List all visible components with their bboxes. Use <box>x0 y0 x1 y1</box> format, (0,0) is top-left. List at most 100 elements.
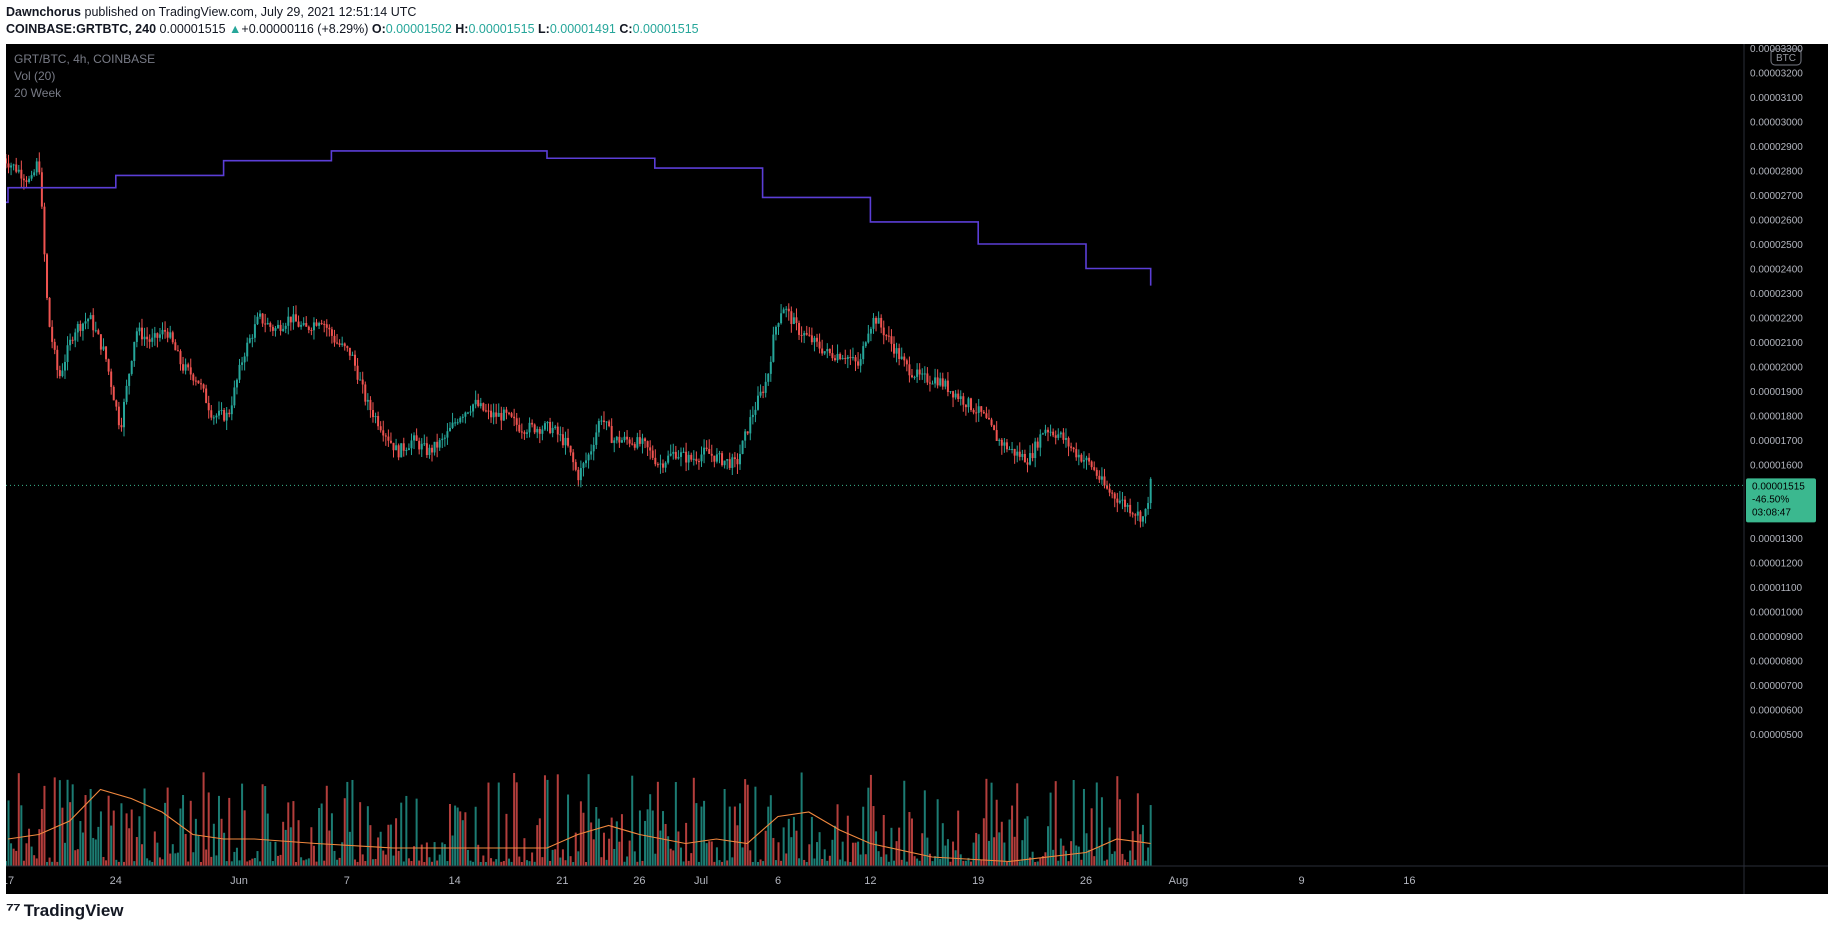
volume-bar <box>210 856 213 866</box>
volume-bar <box>831 839 834 866</box>
candle-body <box>805 333 808 335</box>
volume-bar <box>38 829 41 866</box>
volume-bar <box>556 774 559 866</box>
volume-bar <box>569 856 572 866</box>
volume-bar <box>1136 793 1139 866</box>
candle-body <box>833 358 836 361</box>
volume-bar <box>918 860 921 866</box>
candle-body <box>1072 447 1075 450</box>
footer-brand[interactable]: ⁷⁷ TradingView <box>6 900 124 922</box>
volume-bar <box>731 857 734 866</box>
candle-body <box>795 317 798 323</box>
candle-body <box>718 453 721 455</box>
price-tick-label: 0.00002800 <box>1750 167 1803 178</box>
volume-bar <box>785 853 788 866</box>
volume-bar <box>102 856 105 866</box>
candle-body <box>446 431 449 438</box>
volume-bar <box>790 837 793 866</box>
candle-body <box>549 421 552 434</box>
candle-body <box>238 364 241 380</box>
chart-panel[interactable]: 0.00003300 0.00003200 0.00003100 0.00003000… <box>6 44 1828 894</box>
volume-bar <box>282 821 285 866</box>
volume-bar <box>531 852 534 866</box>
volume-bar <box>890 827 893 866</box>
volume-bar <box>289 827 292 866</box>
volume-bar <box>472 861 475 866</box>
volume-bar <box>554 849 557 866</box>
candle-body <box>649 447 652 451</box>
candle-body <box>744 431 747 441</box>
volume-bar <box>587 774 590 866</box>
candle-body <box>559 434 562 436</box>
volume-bar <box>151 861 154 866</box>
candle-body <box>1011 448 1014 450</box>
volume-bar <box>246 861 249 866</box>
candle-body <box>212 417 215 419</box>
volume-bar <box>669 848 672 866</box>
volume-bar <box>10 843 13 866</box>
volume-bar <box>202 772 205 866</box>
price-tick-label: 0.00000700 <box>1750 681 1803 692</box>
legend-ma[interactable]: 20 Week <box>14 86 62 100</box>
candle-body <box>785 308 788 310</box>
candle-body <box>294 314 297 322</box>
volume-bar <box>369 825 372 866</box>
volume-bar <box>192 852 195 866</box>
published-text: published on TradingView.com, July 29, 2… <box>84 5 417 19</box>
volume-bar <box>217 795 220 866</box>
legend-volume[interactable]: Vol (20) <box>14 69 55 83</box>
candle-body <box>764 381 767 393</box>
candle-body <box>40 172 43 207</box>
time-tick-label: 7 <box>344 875 350 887</box>
candle-body <box>1059 432 1062 435</box>
volume-bar <box>1054 781 1057 866</box>
volume-bar <box>164 802 167 866</box>
volume-bar <box>377 837 380 866</box>
volume-bar <box>464 812 467 866</box>
volume-bar <box>990 782 993 866</box>
price-tick-label: 0.00003000 <box>1750 118 1803 129</box>
volume-bar <box>982 818 985 866</box>
candle-body <box>839 353 842 360</box>
volume-bar <box>212 823 215 866</box>
volume-bar <box>1103 860 1106 866</box>
legend-title[interactable]: GRT/BTC, 4h, COINBASE <box>14 52 155 66</box>
currency-tag[interactable]: BTC <box>1770 48 1802 66</box>
candle-body <box>415 435 418 441</box>
price-chart[interactable]: 0.000033000.000032000.000031000.00003000… <box>6 44 1828 894</box>
volume-bar <box>171 844 174 866</box>
volume-bar <box>110 825 113 866</box>
volume-bar <box>705 843 708 866</box>
volume-bar <box>200 861 203 866</box>
candle-body <box>733 457 736 460</box>
volume-bar <box>341 842 344 866</box>
candle-body <box>736 459 739 465</box>
candle-body <box>302 323 305 325</box>
volume-bar <box>703 800 706 866</box>
candle-body <box>905 360 908 365</box>
volume-bar <box>697 861 700 866</box>
candle-body <box>1100 476 1103 480</box>
candle-body <box>413 435 416 441</box>
candle-body <box>58 370 61 377</box>
candle-body <box>941 378 944 387</box>
candle-body <box>1085 457 1088 461</box>
candle-body <box>813 337 816 343</box>
candle-body <box>200 383 203 385</box>
volume-bar <box>567 794 570 866</box>
volume-bar <box>348 831 351 866</box>
volume-bar <box>741 847 744 866</box>
author-name[interactable]: Dawnchorus <box>6 5 82 19</box>
candle-body <box>366 399 369 402</box>
volume-bar <box>638 810 641 866</box>
time-tick-label: 14 <box>448 875 460 887</box>
volume-bar <box>300 857 303 866</box>
candle-body <box>130 360 133 374</box>
volume-bar <box>105 860 108 866</box>
open-value: 0.00001502 <box>385 22 452 36</box>
price-axis: 0.000033000.000032000.000031000.00003000… <box>1750 44 1803 741</box>
candle-body <box>12 164 15 166</box>
candle-body <box>887 335 890 337</box>
candle-body <box>151 337 154 342</box>
candle-body <box>182 364 185 371</box>
